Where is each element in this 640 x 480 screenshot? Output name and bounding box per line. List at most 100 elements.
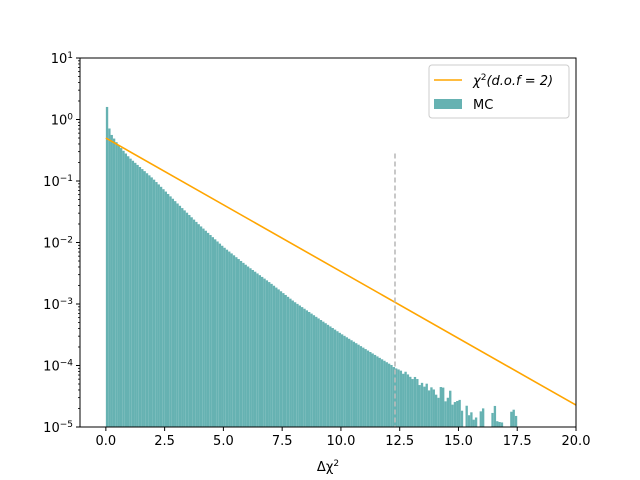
y-axis-ticks: 101 100 10−1 10−2 10−3 10−4 10−5 <box>43 51 80 436</box>
histogram-bar <box>442 387 445 427</box>
histogram-bar <box>199 226 203 427</box>
histogram-bar <box>322 321 325 427</box>
histogram-bar <box>148 175 151 427</box>
histogram-bar <box>202 228 205 427</box>
histogram-bar <box>145 173 149 427</box>
histogram-bar <box>291 300 294 427</box>
legend-line-label-chi: χ <box>472 74 482 89</box>
histogram-bar <box>416 379 419 427</box>
histogram-bar <box>434 394 438 427</box>
histogram-bar <box>129 158 132 427</box>
histogram-bar <box>456 400 459 427</box>
x-axis-label-base: Δχ <box>317 460 334 475</box>
histogram-bar <box>303 308 306 427</box>
histogram-bar <box>176 203 179 427</box>
histogram-bar <box>261 276 264 427</box>
histogram-bar <box>228 251 231 427</box>
histogram-bar <box>449 390 452 427</box>
histogram-bar <box>239 260 243 427</box>
histogram-bar <box>458 399 461 427</box>
y-tick-label: 10−1 <box>43 174 73 190</box>
histogram-bar <box>268 282 271 427</box>
x-tick-label: 12.5 <box>385 434 414 449</box>
histogram-bar <box>221 245 224 427</box>
histogram-bar <box>183 210 186 427</box>
histogram-bar <box>383 360 386 427</box>
histogram-bar <box>317 318 320 427</box>
histogram-bar <box>514 415 518 427</box>
histogram-bar <box>127 156 130 427</box>
histogram-bar <box>204 230 207 427</box>
histogram-bar <box>265 280 269 427</box>
histogram-bar <box>491 412 494 427</box>
histogram-bar <box>253 271 257 427</box>
histogram-bar <box>232 255 236 427</box>
histogram-bars <box>105 106 518 428</box>
histogram-bar <box>108 128 111 428</box>
histogram-bar <box>496 421 499 427</box>
histogram-bar <box>392 367 395 427</box>
histogram-bar <box>423 386 426 427</box>
histogram-bar <box>206 232 210 427</box>
histogram-bar <box>164 191 167 427</box>
histogram-bar <box>246 266 250 427</box>
histogram-bar <box>162 189 165 427</box>
histogram-bar <box>397 369 400 427</box>
histogram-bar <box>413 376 417 427</box>
histogram-bar <box>143 171 146 427</box>
histogram-bar <box>319 320 323 427</box>
histogram-bar <box>420 382 424 427</box>
histogram-bar <box>152 179 156 427</box>
histogram-bar <box>479 411 482 427</box>
histogram-bar <box>305 310 309 427</box>
histogram-bar <box>155 182 158 427</box>
histogram-bar <box>467 415 471 427</box>
histogram-bar <box>282 293 285 427</box>
histogram-bar <box>188 214 191 427</box>
histogram-bar <box>474 417 478 427</box>
histogram-bar <box>298 305 301 427</box>
histogram-bar <box>472 419 475 427</box>
histogram-bar <box>178 205 182 427</box>
histogram-bar <box>470 412 473 427</box>
histogram-bar <box>141 169 144 427</box>
histogram-bar <box>460 410 464 427</box>
histogram-bar <box>293 302 297 427</box>
histogram-bar <box>213 239 217 427</box>
chi2-curve <box>105 137 577 406</box>
histogram-bar <box>122 150 125 428</box>
histogram-bar <box>218 243 222 427</box>
histogram-bar <box>312 315 316 427</box>
histogram-bar <box>500 422 504 427</box>
histogram-bar <box>275 287 278 427</box>
histogram-bar <box>270 283 273 427</box>
histogram-bar <box>117 145 120 427</box>
x-tick-label: 7.5 <box>272 434 293 449</box>
histogram-bar <box>263 278 266 427</box>
y-tick-label: 100 <box>51 113 74 129</box>
histogram-bar <box>404 371 407 427</box>
histogram-bar <box>244 264 247 427</box>
histogram-bar <box>444 401 447 427</box>
x-tick-label: 20.0 <box>562 434 591 449</box>
histogram-bar <box>338 332 341 427</box>
histogram-bar <box>150 177 153 427</box>
x-tick-label: 2.5 <box>154 434 175 449</box>
histogram-bar <box>427 390 431 427</box>
x-axis-ticks: 0.0 2.5 5.0 7.5 10.0 12.5 15.0 17.5 20.0 <box>96 427 591 449</box>
histogram-bar <box>359 346 363 427</box>
histogram-bar <box>373 354 377 427</box>
histogram-bar <box>432 389 435 427</box>
histogram-bar <box>340 334 344 427</box>
histogram-bar <box>171 198 175 427</box>
histogram-bar <box>216 241 219 427</box>
x-tick-label: 17.5 <box>503 434 532 449</box>
histogram-bar <box>277 289 280 427</box>
histogram-bar <box>493 405 497 427</box>
histogram-bar <box>315 316 318 427</box>
histogram-bar <box>230 253 233 427</box>
legend-hist-swatch <box>434 99 462 109</box>
histogram-bar <box>279 291 283 427</box>
legend-line-label: χ2(d.o.f = 2) <box>472 73 553 89</box>
